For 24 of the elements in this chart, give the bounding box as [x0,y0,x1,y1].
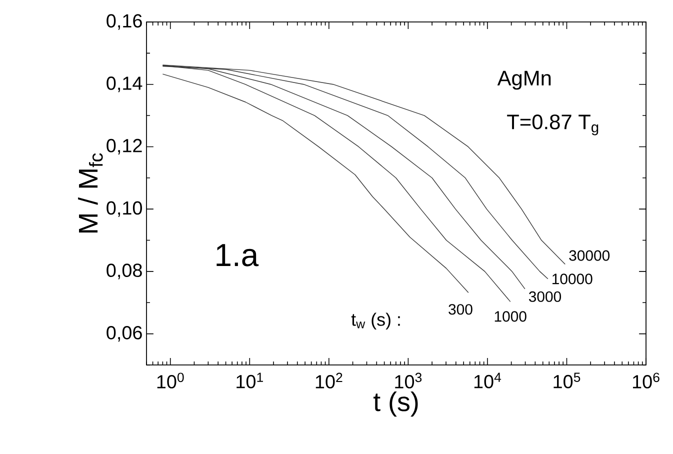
y-tick-label: 0,16 [106,14,142,30]
y-tick-label: 0,10 [106,201,142,217]
annotation: AgMn [497,70,551,90]
x-tick-label: 10$^{3}$ [395,372,422,388]
x-axis-title: t (s) [374,392,418,417]
annotation: t$_{w}$ (s) : [351,312,400,330]
series-label: 1000 [494,311,526,322]
series-label: 300 [448,304,472,315]
series-label: 3000 [528,291,562,302]
y-tick-label: 0,06 [106,326,142,342]
series-label: 30000 [569,250,610,261]
x-tick-label: 10$^{5}$ [554,372,580,388]
y-tick-label: 0,14 [106,76,142,92]
x-tick-label: 10$^{1}$ [236,372,263,388]
series-label: 10000 [552,274,592,284]
x-tick-label: 10$^{4}$ [474,372,502,388]
y-tick-label: 0,08 [106,264,142,280]
y-axis-title: M / M$_{fc}$ [78,153,103,232]
x-tick-label: 10$^{6}$ [632,372,660,388]
x-tick-label: 10$^{2}$ [316,372,342,388]
annotation: 1.a [216,244,259,266]
x-tick-label: 10$^{0}$ [157,372,184,388]
y-tick-label: 0,12 [106,138,142,155]
annotation: T=0.87 T$_{g}$ [507,114,598,136]
